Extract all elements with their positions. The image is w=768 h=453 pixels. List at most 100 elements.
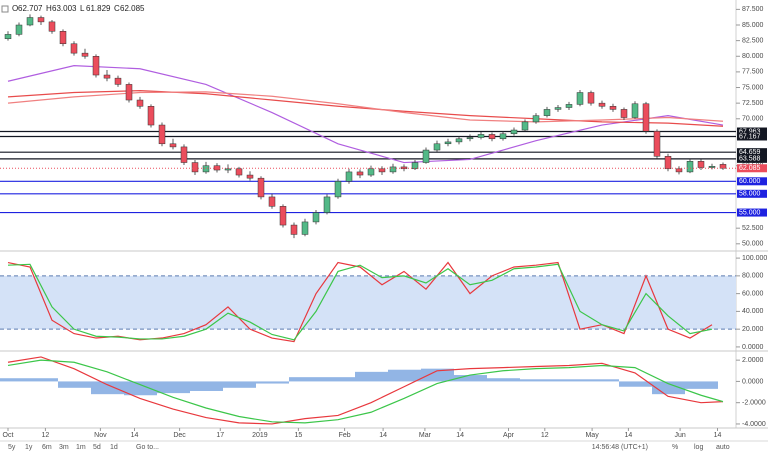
- candle-body: [455, 138, 463, 143]
- y-tick-label: 20.000: [742, 326, 764, 333]
- x-tick-label: 14: [714, 432, 722, 439]
- x-tick-label: 17: [216, 432, 224, 439]
- ohlc-value: 63.003: [52, 4, 77, 13]
- macd-histogram-bar: [289, 377, 322, 382]
- level-label: 60.000: [739, 178, 761, 185]
- candle-body: [477, 134, 485, 138]
- candle-body: [136, 99, 144, 107]
- candle-body: [158, 124, 166, 145]
- range-button[interactable]: 1m: [76, 444, 86, 451]
- macd-histogram-bar: [421, 368, 454, 382]
- level-tag: [737, 177, 767, 186]
- candle-body: [620, 109, 628, 118]
- range-button[interactable]: 6m: [42, 444, 52, 451]
- clock: 14:56:48 (UTC+1): [592, 444, 648, 451]
- candle-body: [290, 224, 298, 235]
- ohlc-key: C: [114, 4, 120, 13]
- y-tick-label: 60.000: [742, 290, 764, 297]
- goto-button[interactable]: Go to...: [136, 444, 159, 451]
- macd-histogram-bar: [58, 381, 91, 388]
- collapse-icon[interactable]: [1, 5, 9, 13]
- candle-body: [499, 133, 507, 140]
- candle-body: [334, 181, 342, 198]
- candle-body: [125, 84, 133, 101]
- range-button[interactable]: 5d: [93, 444, 101, 451]
- candle-body: [169, 143, 177, 148]
- macd-histogram-bar: [454, 375, 487, 382]
- y-tick-label: 50.000: [742, 241, 764, 248]
- candle-body: [191, 162, 199, 173]
- ohlc-key: L: [80, 4, 85, 13]
- candle-body: [543, 109, 551, 116]
- y-tick-label: 80.000: [742, 53, 764, 60]
- scale-button[interactable]: log: [694, 444, 703, 451]
- candle-body: [719, 164, 727, 169]
- candle-body: [587, 92, 595, 104]
- candle-body: [37, 17, 45, 23]
- candle-body: [367, 168, 375, 176]
- candle-body: [411, 162, 419, 170]
- scale-button[interactable]: %: [672, 444, 678, 451]
- range-button[interactable]: 3m: [59, 444, 69, 451]
- x-tick-label: 14: [131, 432, 139, 439]
- y-tick-label: 87.500: [742, 6, 764, 13]
- candle-body: [323, 196, 331, 213]
- x-tick-label: May: [585, 432, 599, 439]
- candle-body: [235, 168, 243, 176]
- x-tick-label: 12: [541, 432, 549, 439]
- range-button[interactable]: 5y: [8, 444, 16, 451]
- range-button[interactable]: 1d: [110, 444, 118, 451]
- candle-body: [114, 77, 122, 85]
- level-label: 64.659: [739, 149, 761, 156]
- candle-body: [26, 17, 34, 26]
- candle-body: [466, 137, 474, 140]
- candle-body: [510, 129, 518, 135]
- y-tick-label: 2.0000: [742, 357, 764, 364]
- candle-body: [246, 174, 254, 179]
- y-tick-label: 52.500: [742, 225, 764, 232]
- macd-histogram-bar: [685, 381, 718, 389]
- candle-body: [224, 168, 232, 171]
- macd-histogram-bar: [190, 381, 223, 391]
- y-tick-label: 100.000: [742, 255, 767, 262]
- x-tick-label: Apr: [503, 432, 515, 439]
- y-tick-label: -2.0000: [742, 400, 766, 407]
- candle-body: [444, 141, 452, 145]
- candle-body: [301, 221, 309, 235]
- candle-body: [268, 196, 276, 207]
- last-price-tag: [737, 164, 767, 173]
- macd-histogram-bar: [487, 378, 520, 382]
- ohlc-value: 61.829: [86, 4, 111, 13]
- candle-body: [532, 115, 540, 123]
- candle-body: [48, 21, 56, 32]
- candle-body: [356, 171, 364, 176]
- macd-histogram-bar: [124, 381, 157, 396]
- x-tick-label: 14: [456, 432, 464, 439]
- macd-histogram-bar: [256, 381, 289, 384]
- y-tick-label: 75.000: [742, 84, 764, 91]
- scale-button[interactable]: auto: [716, 444, 730, 451]
- candle-body: [400, 166, 408, 170]
- x-tick-label: Nov: [94, 432, 107, 439]
- level-tag: [737, 189, 767, 198]
- x-tick-label: Dec: [173, 432, 186, 439]
- y-tick-label: 72.500: [742, 100, 764, 107]
- level-tag: [737, 154, 767, 163]
- candle-body: [202, 165, 210, 173]
- range-button[interactable]: 1y: [25, 444, 33, 451]
- candle-body: [686, 161, 694, 173]
- candle-body: [81, 52, 89, 57]
- macd-histogram-bar: [157, 381, 190, 394]
- candle-body: [92, 56, 100, 76]
- macd-histogram-bar: [322, 377, 355, 382]
- x-tick-label: 14: [625, 432, 633, 439]
- candle-body: [609, 106, 617, 110]
- candle-body: [433, 143, 441, 151]
- candle-body: [697, 161, 705, 168]
- y-tick-label: 77.500: [742, 69, 764, 76]
- candle-body: [279, 206, 287, 226]
- x-tick-label: Mar: [419, 432, 432, 439]
- level-label: 55.000: [739, 209, 761, 216]
- macd-histogram-bar: [223, 381, 256, 388]
